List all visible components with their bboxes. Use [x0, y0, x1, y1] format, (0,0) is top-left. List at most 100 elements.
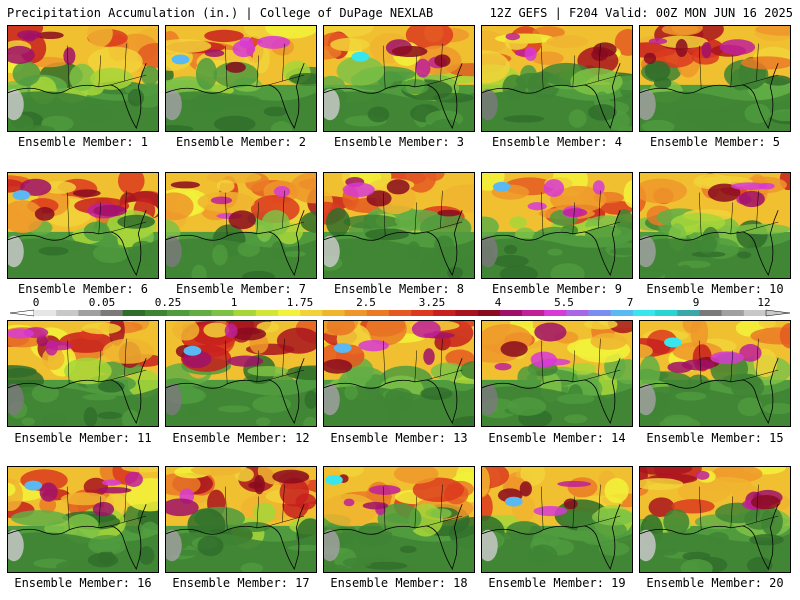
colorbar-swatch — [100, 310, 124, 316]
precip-map — [324, 321, 474, 426]
ensemble-map-panel — [481, 320, 633, 427]
colorbar-swatch — [300, 310, 323, 316]
precip-map — [166, 467, 316, 572]
colorbar-swatch — [411, 310, 434, 316]
ensemble-member-label: Ensemble Member: 11 — [14, 431, 152, 445]
ensemble-map-panel — [481, 172, 633, 279]
ensemble-map-panel — [639, 172, 791, 279]
colorbar-swatch — [677, 310, 700, 316]
precip-map — [166, 321, 316, 426]
colorbar-swatch — [211, 310, 234, 316]
colorbar-swatch — [278, 310, 301, 316]
colorbar-tick-label: 1 — [231, 296, 238, 309]
ensemble-map-panel — [323, 172, 475, 279]
ensemble-member-label: Ensemble Member: 4 — [491, 135, 623, 149]
colorbar-swatch — [366, 310, 390, 316]
colorbar-tick-label: 4 — [495, 296, 502, 309]
ensemble-member-label: Ensemble Member: 9 — [491, 282, 623, 296]
ensemble-member-label: Ensemble Member: 15 — [646, 431, 784, 445]
colorbar-tick-label: 5.5 — [554, 296, 574, 309]
ensemble-map-panel — [639, 466, 791, 573]
run-valid-time: 12Z GEFS | F204 Valid: 00Z MON JUN 16 20… — [489, 6, 793, 20]
colorbar-swatch — [566, 310, 589, 316]
colorbar-swatch — [144, 310, 168, 316]
ensemble-map-panel — [7, 172, 159, 279]
ensemble-map-panel — [165, 466, 317, 573]
ensemble-member-label: Ensemble Member: 18 — [330, 576, 468, 590]
ensemble-member-label: Ensemble Member: 12 — [172, 431, 310, 445]
colorbar-swatch — [499, 310, 523, 316]
ensemble-member-label: Ensemble Member: 5 — [649, 135, 781, 149]
colorbar-swatch — [522, 310, 545, 316]
colorbar-swatch — [632, 310, 656, 316]
colorbar-swatch — [588, 310, 612, 316]
precip-map — [482, 173, 632, 278]
precip-map — [8, 467, 158, 572]
precip-map — [166, 173, 316, 278]
ensemble-map-panel — [639, 25, 791, 132]
colorbar-tick-label: 1.75 — [287, 296, 314, 309]
colorbar-svg: 0 0.05 0.25 1 1.75 2.5 3.25 4 5.5 7 9 12 — [9, 296, 791, 317]
ensemble-map-panel — [7, 25, 159, 132]
colorbar-swatch — [721, 310, 745, 316]
colorbar-right-arrow — [765, 309, 791, 317]
precip-map — [640, 467, 790, 572]
colorbar-swatch — [699, 310, 722, 316]
colorbar-swatch — [388, 310, 412, 316]
colorbar-tick-label: 3.25 — [419, 296, 446, 309]
colorbar-swatch — [189, 310, 212, 316]
colorbar-tick-label: 2.5 — [356, 296, 376, 309]
colorbar-tick-label: 0.25 — [155, 296, 182, 309]
precip-map — [8, 173, 158, 278]
ensemble-map-panel — [165, 172, 317, 279]
precip-map — [324, 467, 474, 572]
colorbar-tick-label: 0.05 — [89, 296, 116, 309]
colorbar-swatch — [56, 310, 79, 316]
ensemble-member-label: Ensemble Member: 8 — [333, 282, 465, 296]
ensemble-map-panel — [323, 466, 475, 573]
colorbar-swatch — [322, 310, 345, 316]
precip-map — [482, 26, 632, 131]
precip-map — [640, 321, 790, 426]
colorbar-swatch — [344, 310, 368, 316]
precip-map — [8, 321, 158, 426]
ensemble-member-label: Ensemble Member: 10 — [646, 282, 784, 296]
ensemble-map-panel — [639, 320, 791, 427]
precip-map — [482, 321, 632, 426]
colorbar-tick-label: 9 — [693, 296, 700, 309]
ensemble-member-label: Ensemble Member: 3 — [333, 135, 465, 149]
ensemble-map-panel — [323, 320, 475, 427]
ensemble-map-panel — [323, 25, 475, 132]
colorbar-swatch — [255, 310, 279, 316]
ensemble-map-panel — [165, 320, 317, 427]
ensemble-member-label: Ensemble Member: 13 — [330, 431, 468, 445]
ensemble-member-label: Ensemble Member: 17 — [172, 576, 310, 590]
colorbar-swatch — [743, 310, 767, 316]
ensemble-member-label: Ensemble Member: 16 — [14, 576, 152, 590]
colorbar-swatch — [477, 310, 501, 316]
ensemble-map-panel — [7, 320, 159, 427]
colorbar-left-arrow — [9, 309, 35, 317]
ensemble-member-label: Ensemble Member: 20 — [646, 576, 784, 590]
ensemble-map-panel — [165, 25, 317, 132]
colorbar-legend: 0 0.05 0.25 1 1.75 2.5 3.25 4 5.5 7 9 12 — [8, 296, 792, 318]
ensemble-map-panel — [481, 25, 633, 132]
colorbar-tick-label: 0 — [33, 296, 40, 309]
colorbar-swatch — [544, 310, 567, 316]
colorbar-swatch — [122, 310, 146, 316]
colorbar-swatch — [655, 310, 678, 316]
ensemble-member-label: Ensemble Member: 7 — [175, 282, 307, 296]
precip-map — [166, 26, 316, 131]
precip-map — [482, 467, 632, 572]
ensemble-member-label: Ensemble Member: 6 — [17, 282, 149, 296]
precip-map — [8, 26, 158, 131]
colorbar-swatch — [233, 310, 257, 316]
colorbar-tick-label: 12 — [757, 296, 770, 309]
ensemble-member-label: Ensemble Member: 19 — [488, 576, 626, 590]
colorbar-swatch — [34, 310, 57, 316]
colorbar-swatch — [433, 310, 456, 316]
page-title: Precipitation Accumulation (in.) | Colle… — [7, 6, 434, 20]
precip-map — [640, 173, 790, 278]
colorbar-tick-label: 7 — [627, 296, 634, 309]
ensemble-member-label: Ensemble Member: 2 — [175, 135, 307, 149]
